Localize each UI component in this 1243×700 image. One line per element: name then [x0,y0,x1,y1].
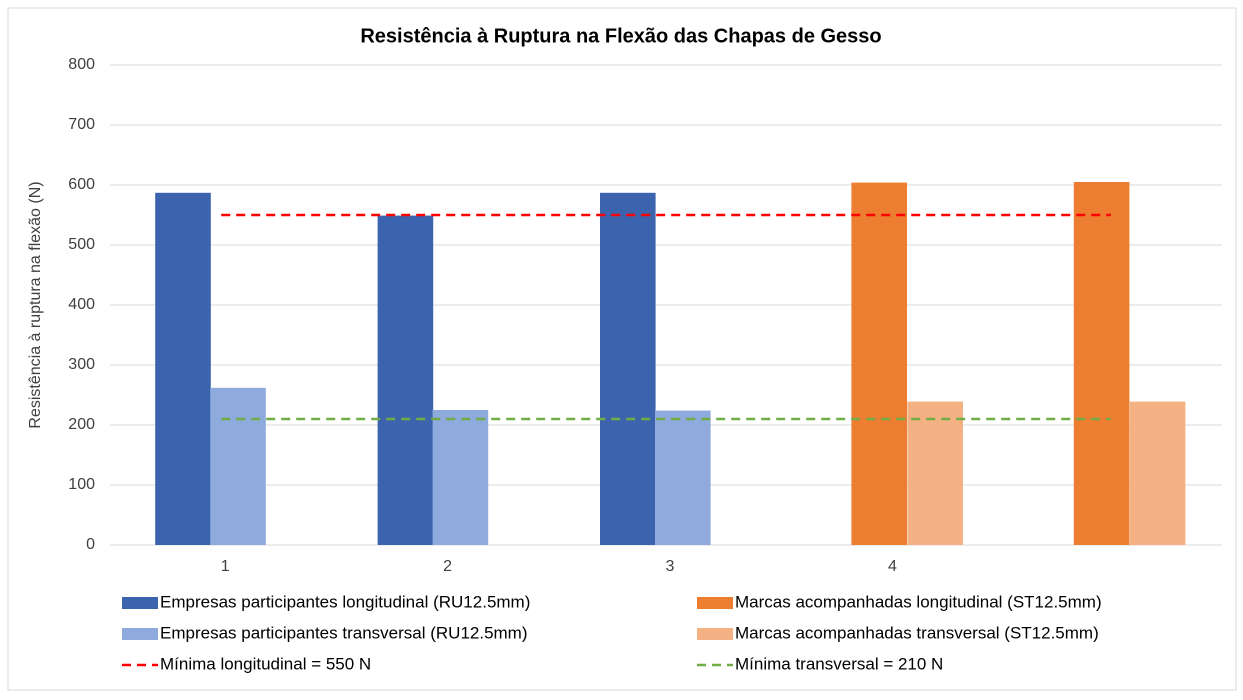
bar [377,215,434,545]
x-tick-label: 3 [666,558,675,575]
bar [600,192,656,546]
y-tick-label: 600 [68,176,95,193]
bar [1073,182,1130,545]
y-tick-label: 800 [68,56,95,73]
y-tick-label: 300 [68,356,95,373]
y-axis-label: Resistência à ruptura na flexão (N) [27,181,44,428]
y-tick-label: 0 [86,536,95,553]
legend-swatch [697,597,733,609]
chart-title: Resistência à Ruptura na Flexão das Chap… [360,25,881,47]
bar [851,182,907,545]
x-tick-label: 2 [443,558,452,575]
bar [155,192,211,546]
legend-label: Mínima transversal = 210 N [735,654,943,673]
bar [210,387,266,545]
legend-label: Marcas acompanhadas longitudinal (ST12.5… [735,592,1102,611]
legend-swatch [697,628,733,640]
y-tick-label: 500 [68,236,95,253]
bar [432,410,489,545]
legend-swatch [122,597,158,609]
bar [1129,401,1186,545]
y-tick-label: 200 [68,416,95,433]
legend-swatch [122,628,158,640]
y-tick-label: 100 [68,476,95,493]
x-tick-label: 1 [221,558,230,575]
legend-label: Mínima longitudinal = 550 N [160,654,371,673]
legend-label: Empresas participantes transversal (RU12… [160,623,528,642]
bar [907,401,963,545]
legend-label: Marcas acompanhadas transversal (ST12.5m… [735,623,1099,642]
legend-label: Empresas participantes longitudinal (RU1… [160,592,530,611]
bar [655,410,711,545]
x-tick-label: 4 [888,558,897,575]
y-tick-label: 700 [68,116,95,133]
y-tick-label: 400 [68,296,95,313]
